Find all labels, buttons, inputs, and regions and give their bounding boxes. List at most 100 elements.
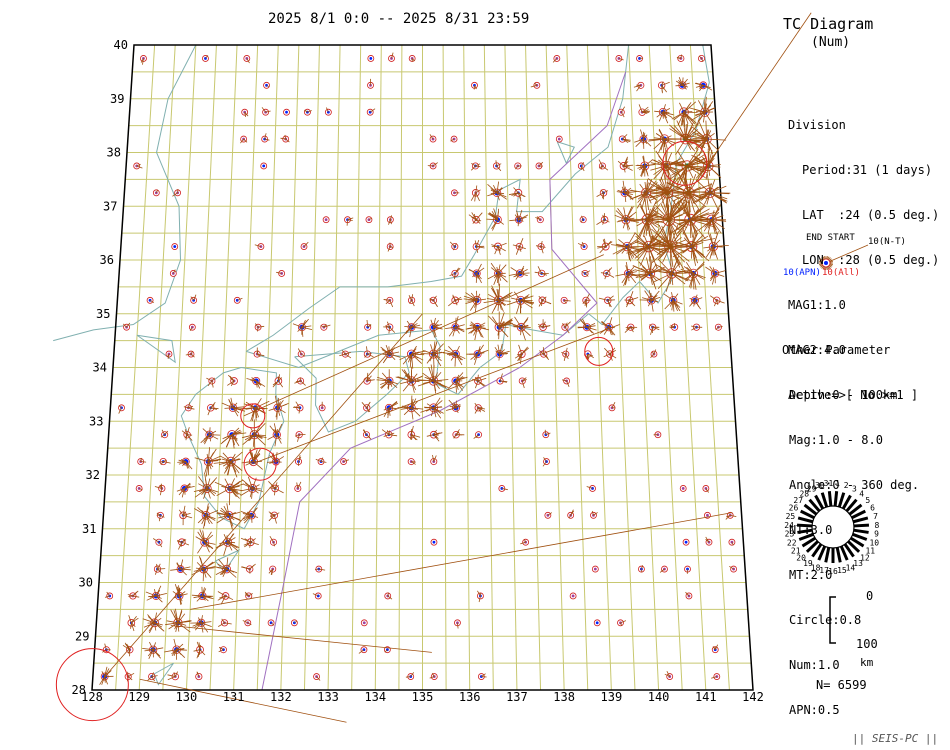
tc-ray [243, 403, 256, 409]
tc-ray [477, 590, 481, 597]
legend-symbol [819, 244, 869, 270]
tc-ray [706, 138, 727, 141]
tc-ray [492, 316, 500, 328]
tc-ray [689, 219, 706, 240]
tc-ray [389, 380, 399, 385]
tc-ray [654, 263, 672, 274]
tc-ray [433, 348, 442, 355]
tc-ray [598, 297, 608, 301]
tc-ray [640, 246, 650, 266]
tc-ray [665, 165, 671, 177]
tc-ray [298, 407, 301, 414]
tc-long-ray [190, 512, 733, 610]
tc-ray [433, 295, 437, 301]
tc-ray [181, 430, 188, 436]
tc-ray [248, 593, 253, 597]
tc-ray [541, 273, 548, 276]
tc-ray [664, 138, 674, 147]
tc-ray [494, 246, 499, 255]
tc-ray [476, 327, 482, 338]
tc-ray [636, 240, 649, 247]
tc-ray [678, 165, 688, 180]
tc-ray [542, 296, 547, 301]
tc-ray [713, 245, 729, 247]
tc-ray [449, 273, 456, 276]
tc-ray [625, 219, 631, 230]
tc-ray [711, 676, 717, 679]
day-wheel-spoke [796, 523, 813, 528]
tc-ray [104, 676, 106, 683]
tc-ray [245, 461, 254, 466]
tc-ray [651, 295, 657, 301]
day-wheel-spoke [797, 528, 813, 534]
tc-ray [225, 434, 233, 448]
tc-ray [385, 300, 391, 305]
tc-ray [411, 323, 418, 328]
tc-ray [273, 542, 276, 547]
tc-ray [411, 324, 421, 328]
grid-meridian [545, 44, 565, 691]
tc-ray [515, 246, 520, 255]
tc-ray [221, 402, 234, 409]
tc-dot [681, 487, 685, 490]
tc-ray [522, 379, 527, 382]
tc-ray [188, 405, 194, 409]
tc-ray [698, 219, 712, 231]
tc-ray [705, 165, 709, 180]
tc-ray [604, 219, 610, 223]
tc-ray [655, 192, 668, 205]
day-wheel-spoke [798, 532, 814, 541]
tc-ray [655, 205, 670, 220]
lat-tick-label: 31 [82, 522, 96, 536]
tc-ray [711, 219, 716, 229]
tc-ray [383, 434, 390, 437]
tc-ray [249, 564, 255, 570]
grid-meridian [689, 44, 730, 691]
tc-ray [297, 326, 303, 332]
tc-ray [690, 190, 711, 194]
tc-ray [645, 219, 648, 236]
tc-ray [690, 212, 709, 221]
division-mag1: MAG1:1.0 [788, 298, 846, 312]
tc-ray [623, 207, 627, 220]
tc-ray [208, 455, 222, 462]
tc-ray [229, 483, 244, 489]
tc-ray [647, 219, 655, 242]
tc-ray [689, 298, 696, 301]
tc-ray [470, 192, 477, 201]
tc-dot [557, 137, 561, 141]
tc-ray [209, 430, 217, 436]
tc-ray [274, 512, 280, 516]
tc-ray [381, 372, 390, 382]
tc-ray [433, 400, 443, 409]
tc-ray [210, 401, 216, 409]
tc-ray [683, 102, 692, 113]
tc-ray [520, 299, 529, 303]
tc-ray [163, 461, 171, 464]
tc-ray [667, 184, 685, 194]
tc-ray [695, 179, 711, 194]
tc-ray [648, 138, 665, 142]
tc-ray [274, 434, 278, 447]
tc-ray [152, 538, 160, 543]
tc-ray [411, 326, 423, 329]
tc-ray [706, 130, 712, 140]
tc-ray [704, 101, 714, 113]
tc-ray [422, 372, 434, 382]
tc-ray [621, 246, 628, 254]
tc-ray [656, 111, 664, 118]
tc-ray [426, 403, 434, 409]
tc-ray [498, 354, 501, 361]
tc-ray [562, 322, 566, 328]
tc-ray [445, 407, 457, 411]
tc-ray [387, 592, 389, 597]
tc-ray [644, 290, 652, 301]
tc-ray [294, 620, 298, 624]
tc-ray [691, 246, 703, 258]
tc-ray [206, 477, 218, 489]
tc-ray [301, 327, 304, 337]
tc-ray [400, 380, 412, 384]
tc-ray [250, 541, 259, 545]
tc-ray [667, 192, 674, 212]
tc-ray [389, 326, 396, 333]
